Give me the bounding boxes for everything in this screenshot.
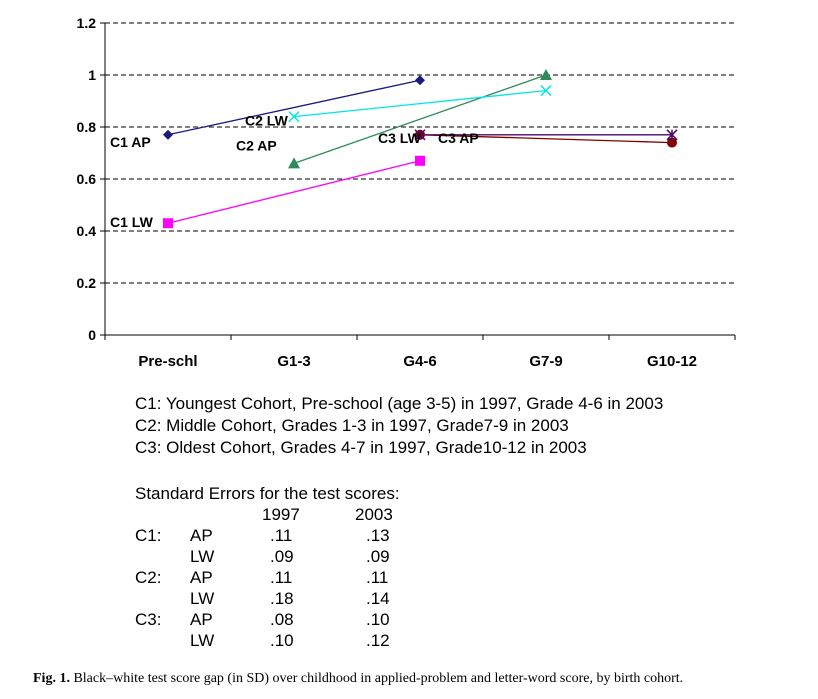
se-test: AP — [190, 568, 213, 587]
data-point-c1-lw — [415, 155, 425, 166]
data-point-c1-lw — [163, 218, 173, 229]
standard-errors-title: Standard Errors for the test scores: — [135, 484, 400, 503]
series-line-c2-ap — [293, 74, 547, 165]
line-chart: 0 0.2 0.4 0.6 0.8 1 1.2 Pre-schl G1-3 G4-6 G7-9 G10… — [77, 15, 736, 370]
legend-line-c2: C2: Middle Cohort, Grades 1-3 in 1997, G… — [135, 416, 569, 435]
series-label: C3 AP — [438, 130, 479, 146]
se-test: LW — [190, 631, 215, 650]
se-test: LW — [190, 547, 215, 566]
data-point-c3-ap — [667, 137, 677, 148]
series-label: C1 AP — [110, 134, 151, 150]
series-label: C2 LW — [245, 113, 289, 129]
figure-caption: Fig. 1. Black–white test score gap (in S… — [33, 671, 683, 687]
data-point-c2-lw — [540, 85, 552, 97]
legend-line-c3: C3: Oldest Cohort, Grades 4-7 in 1997, G… — [135, 438, 587, 457]
y-tick-label: 0.6 — [77, 171, 97, 187]
x-tick-label: G4-6 — [403, 353, 436, 370]
y-tick-label: 0.2 — [77, 275, 97, 291]
y-tick-label: 0 — [88, 327, 96, 343]
se-value-1997: .09 — [270, 547, 294, 566]
x-tick-label: G10-12 — [647, 353, 697, 370]
se-header-1997: 1997 — [262, 505, 300, 524]
x-tick-label: Pre-schl — [138, 353, 197, 370]
se-value-1997: .10 — [270, 631, 294, 650]
data-point-c1-ap — [415, 75, 425, 86]
x-tick-label: G7-9 — [529, 353, 562, 370]
data-point-c3-lw — [414, 129, 426, 141]
se-test: LW — [190, 589, 215, 608]
se-cohort: C3: — [135, 610, 162, 629]
y-tick-label: 1.2 — [77, 15, 97, 31]
se-cohort: C1: — [135, 526, 162, 545]
data-point-c2-ap — [288, 157, 300, 169]
series-line-c1-ap — [167, 79, 421, 136]
series-line-c1-lw — [167, 160, 421, 224]
se-value-2003: .12 — [366, 631, 390, 650]
se-value-2003: .09 — [366, 547, 390, 566]
se-value-1997: .11 — [270, 526, 293, 545]
series-label: C3 LW — [378, 130, 422, 146]
se-header-2003: 2003 — [355, 505, 393, 524]
series-label: C2 AP — [236, 137, 277, 153]
caption-text: Black–white test score gap (in SD) over … — [73, 671, 684, 686]
se-value-2003: .11 — [366, 568, 389, 587]
x-tick-label: G1-3 — [277, 353, 310, 370]
se-value-2003: .13 — [366, 526, 390, 545]
se-value-2003: .14 — [366, 589, 390, 608]
y-tick-label: 0.8 — [77, 119, 97, 135]
y-tick-label: 0.4 — [77, 223, 97, 239]
caption-label: Fig. 1. — [33, 671, 70, 686]
se-cohort: C2: — [135, 568, 162, 587]
series-line-c3-ap — [419, 134, 673, 144]
data-point-c2-lw — [288, 111, 300, 123]
se-value-1997: .11 — [270, 568, 293, 587]
se-test: AP — [190, 610, 213, 629]
se-test: AP — [190, 526, 213, 545]
series-line-c2-lw — [293, 89, 547, 118]
legend-line-c1: C1: Youngest Cohort, Pre-school (age 3-5… — [135, 394, 664, 413]
se-value-1997: .18 — [270, 589, 294, 608]
se-value-2003: .10 — [366, 610, 390, 629]
data-point-c3-lw — [666, 129, 678, 141]
y-tick-label: 1 — [88, 67, 96, 83]
data-point-c2-ap — [540, 69, 552, 80]
data-point-c1-ap — [163, 129, 173, 140]
se-value-1997: .08 — [270, 610, 294, 629]
series-label: C1 LW — [110, 214, 154, 230]
